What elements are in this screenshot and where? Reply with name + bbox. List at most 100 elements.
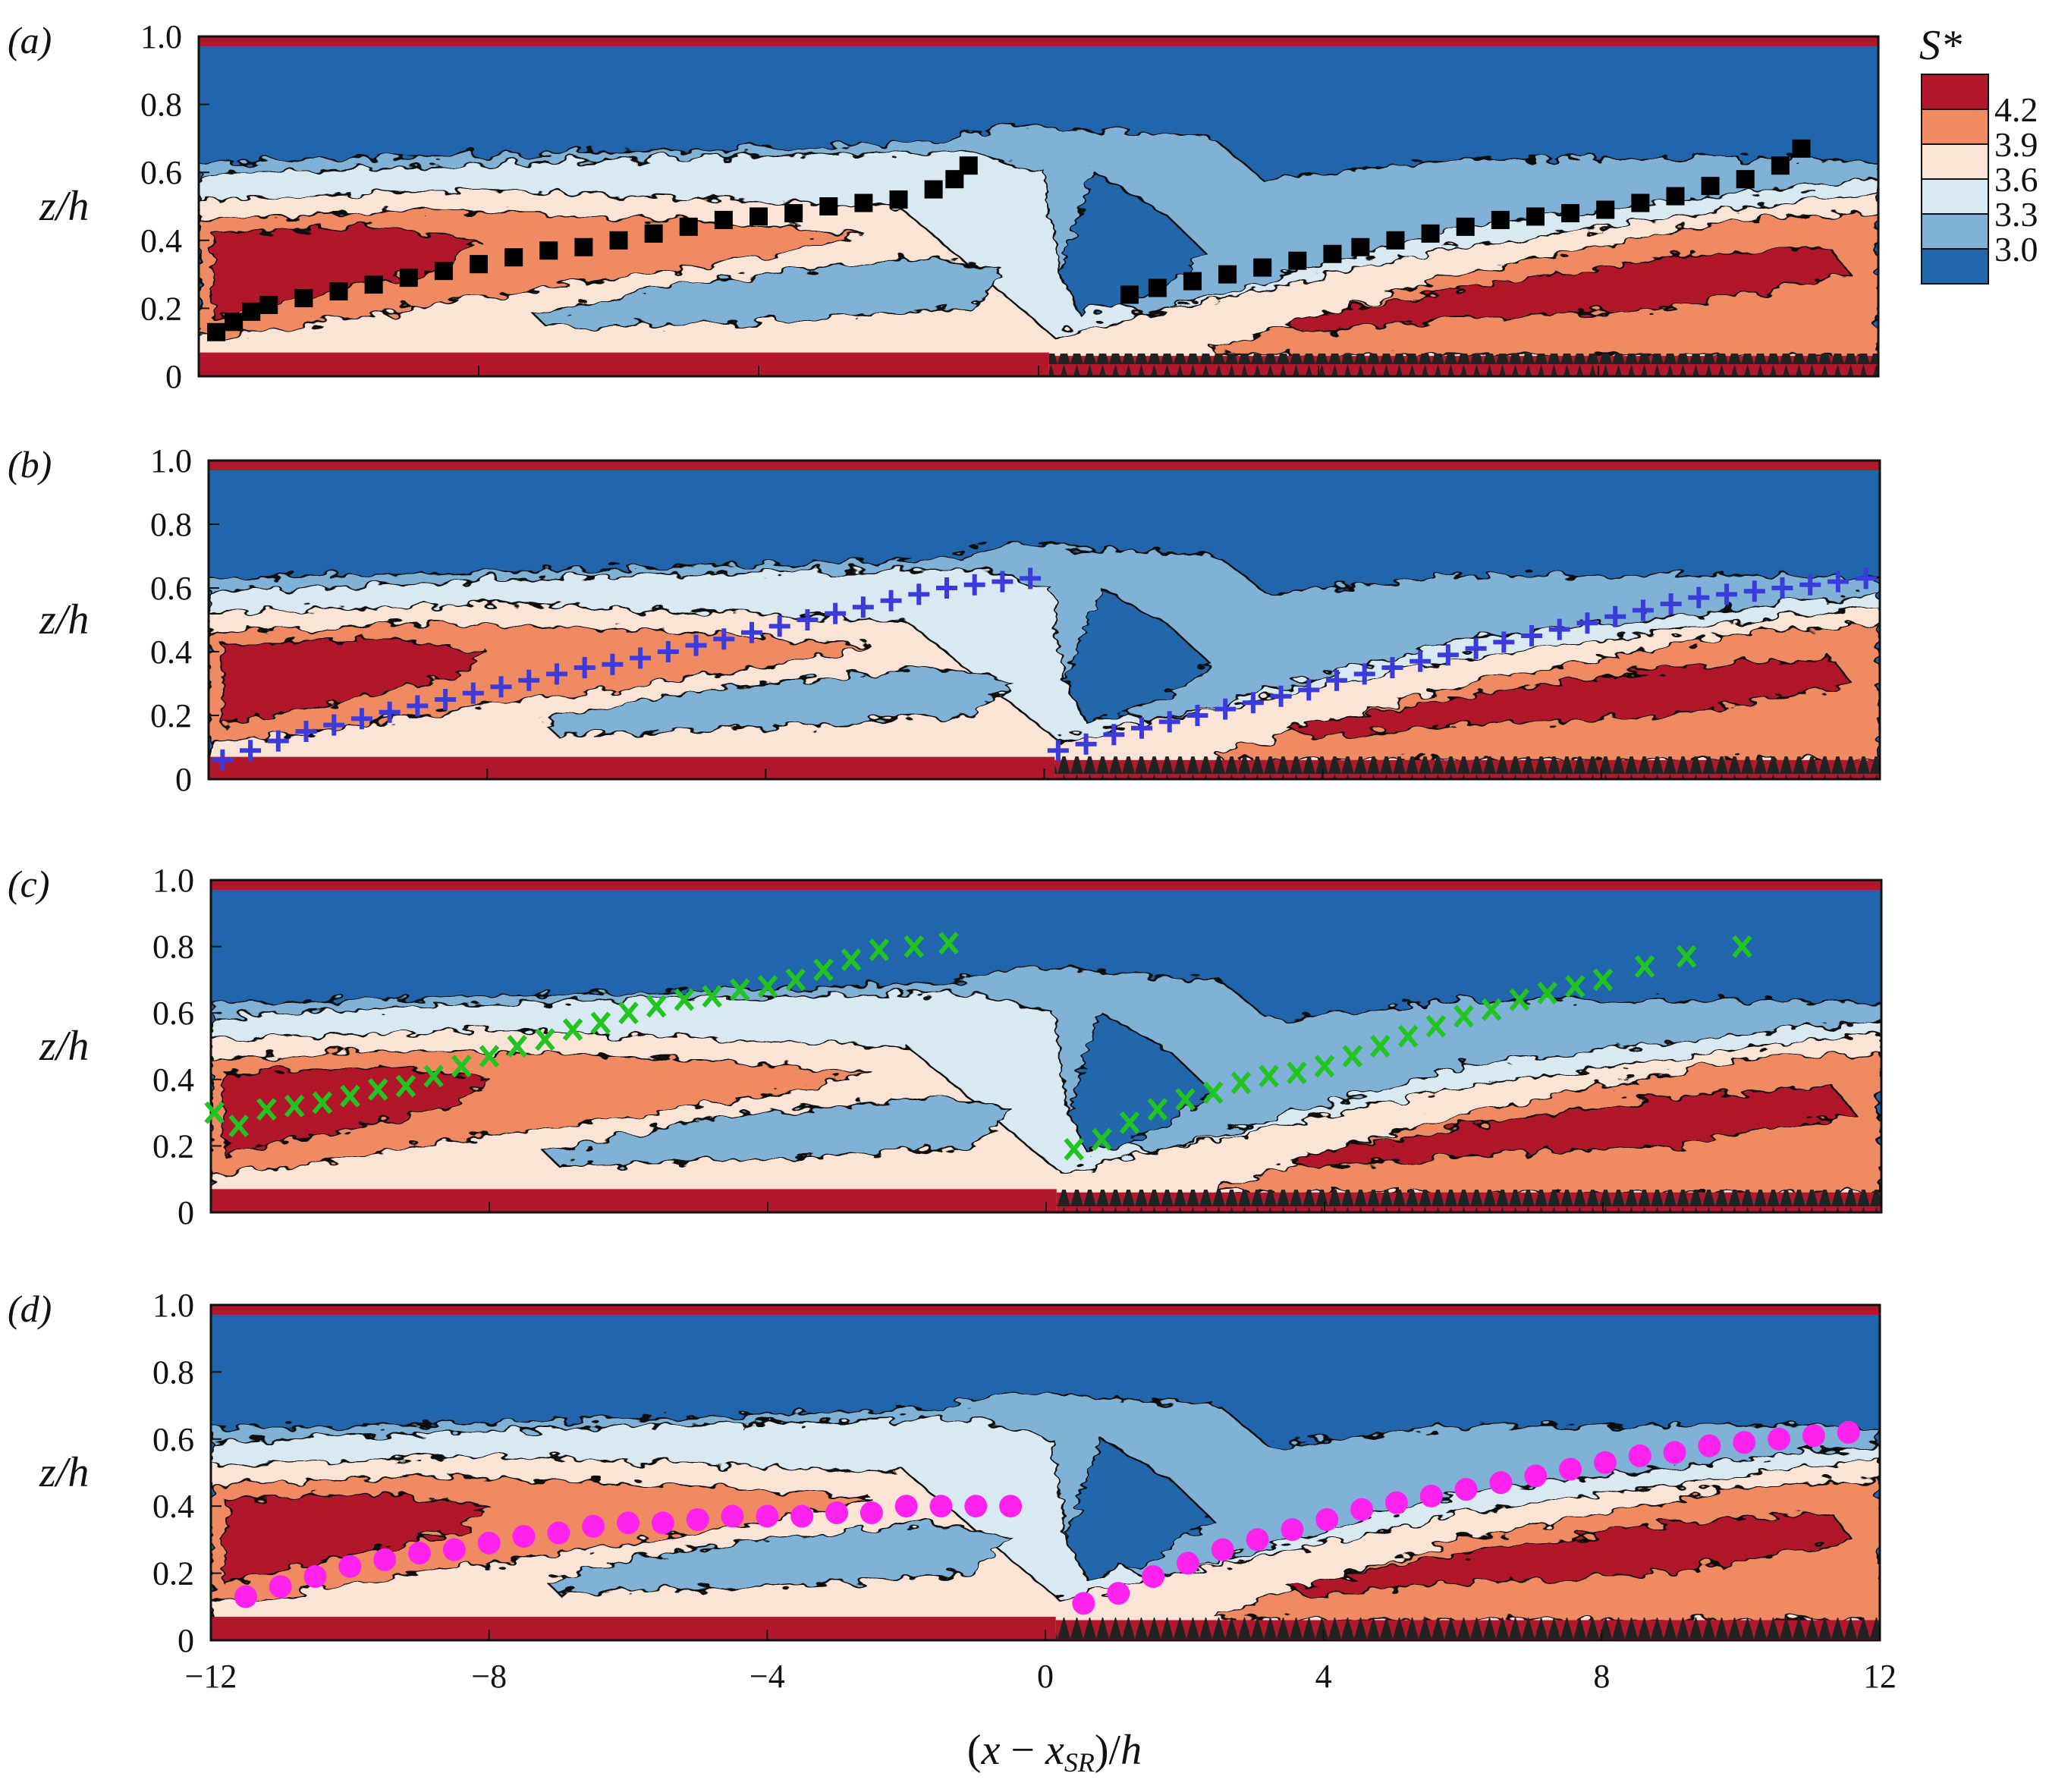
y-tick-label: 0.6 <box>152 1421 194 1458</box>
contour-band <box>1287 657 1853 739</box>
data-point <box>908 583 930 605</box>
data-point <box>1342 1045 1362 1068</box>
data-point <box>399 269 418 288</box>
data-point <box>1298 679 1320 701</box>
panel-label: (a) <box>8 19 52 61</box>
smooth-wall-layer <box>211 1189 1057 1212</box>
data-point <box>1802 1424 1825 1448</box>
data-point <box>259 295 278 314</box>
data-point <box>959 156 978 175</box>
colorbar-label: 3.9 <box>1994 125 2038 164</box>
data-point <box>1288 251 1307 270</box>
panel-label: (d) <box>8 1287 52 1330</box>
data-point <box>1548 618 1570 640</box>
y-tick-label: 0.4 <box>140 222 182 259</box>
roughness-elements <box>1048 354 1878 376</box>
data-point <box>1215 698 1237 720</box>
data-point <box>1743 580 1765 602</box>
data-point <box>1323 244 1342 263</box>
data-point <box>1107 1582 1130 1605</box>
contour-band <box>544 1095 1013 1167</box>
roughness-elements <box>1054 756 1880 779</box>
data-point <box>686 1507 709 1531</box>
data-point <box>1315 1507 1339 1531</box>
contour-band <box>1064 586 1213 723</box>
data-point <box>562 1018 583 1042</box>
data-point <box>852 596 874 618</box>
x-axis-tick-labels: −12 −8 −4 0 4 8 12 <box>185 1658 1897 1695</box>
data-point <box>964 1495 988 1518</box>
data-point <box>602 653 624 675</box>
contour-band <box>1288 1085 1855 1171</box>
top-wall-band <box>209 461 1880 470</box>
data-point <box>1175 1088 1196 1111</box>
data-point <box>1771 577 1793 599</box>
data-point <box>1716 583 1738 605</box>
data-point <box>269 1575 292 1599</box>
data-point <box>373 1548 397 1571</box>
data-point <box>1663 1441 1686 1464</box>
data-point <box>1425 1014 1447 1038</box>
data-point <box>1020 567 1042 589</box>
x-tick-label: 4 <box>1315 1658 1332 1695</box>
data-point <box>590 1011 611 1035</box>
data-point <box>329 282 348 300</box>
data-point <box>1183 272 1202 291</box>
data-point <box>1351 237 1370 256</box>
panel-c: 0 0.2 0.4 0.6 0.8 1.0 z/h (c) <box>8 862 1883 1231</box>
data-point <box>1259 1064 1279 1088</box>
data-point <box>1253 258 1272 277</box>
data-point <box>646 995 667 1018</box>
data-point <box>630 647 652 669</box>
data-point <box>617 1511 640 1535</box>
colorbar-label: 3.3 <box>1994 195 2038 234</box>
data-point <box>1158 711 1180 733</box>
data-point <box>1454 1478 1478 1501</box>
data-point <box>721 1504 744 1528</box>
data-point <box>1628 1444 1651 1467</box>
panel-label: (b) <box>8 443 52 486</box>
data-point <box>938 932 959 955</box>
data-point <box>1176 1551 1199 1575</box>
data-point <box>547 1521 570 1545</box>
data-point <box>860 1501 883 1525</box>
y-tick-label: 0.4 <box>150 633 192 671</box>
top-wall-band <box>211 880 1881 890</box>
data-point <box>819 197 838 215</box>
data-point <box>1381 657 1403 678</box>
data-point <box>340 1084 360 1108</box>
data-point <box>295 721 317 742</box>
y-tick-label: 0.2 <box>150 697 192 734</box>
y-tick-label: 0 <box>175 761 192 798</box>
data-point <box>813 958 834 982</box>
y-tick-label: 0.8 <box>152 929 194 966</box>
colorbar-title: S* <box>1919 22 1962 69</box>
data-point <box>1218 265 1237 284</box>
data-point <box>1202 1081 1224 1105</box>
data-point <box>740 621 762 643</box>
y-tick-label: 0.8 <box>140 86 182 124</box>
data-point <box>730 978 750 1001</box>
data-point <box>757 975 778 998</box>
data-point <box>1660 593 1682 615</box>
data-point <box>1386 231 1405 250</box>
data-point <box>379 701 401 723</box>
contour-band <box>533 256 1005 330</box>
colorbar-label: 4.2 <box>1994 90 2038 129</box>
y-axis-title: z/h <box>39 1449 89 1496</box>
data-point <box>889 190 908 209</box>
data-point <box>1465 637 1487 659</box>
data-point <box>442 1538 466 1561</box>
data-point <box>1733 1431 1756 1454</box>
contour-field <box>209 461 1880 779</box>
data-point <box>1409 650 1431 672</box>
data-point <box>294 288 313 307</box>
contour-band <box>543 1522 1012 1595</box>
panel-b: 0 0.2 0.4 0.6 0.8 1.0 z/h (b) <box>8 442 1881 798</box>
data-point <box>1561 203 1580 222</box>
data-point <box>784 203 803 222</box>
smooth-wall-layer <box>211 1617 1056 1640</box>
data-point <box>338 1555 362 1578</box>
data-point <box>935 577 957 599</box>
x-tick-label: 12 <box>1863 1658 1897 1695</box>
